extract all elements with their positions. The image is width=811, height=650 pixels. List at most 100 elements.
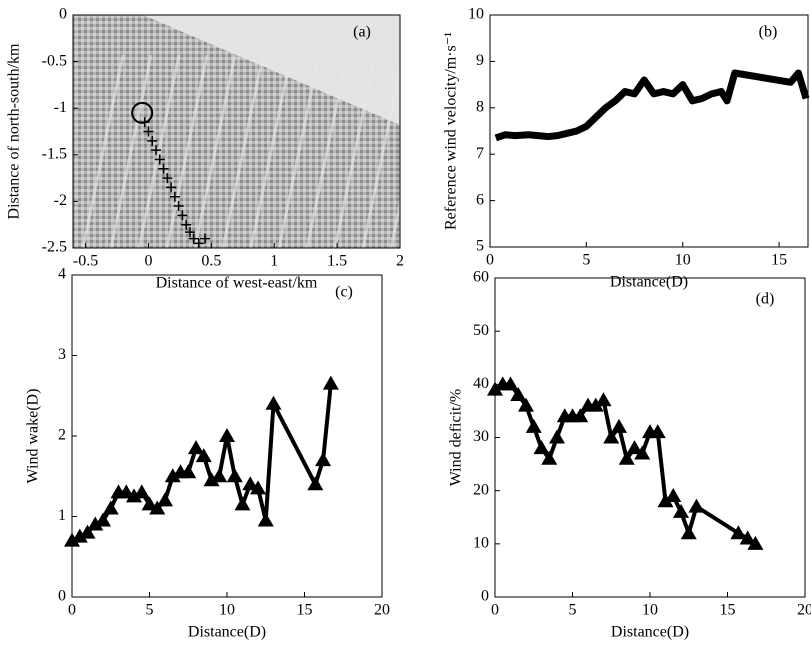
track-point <box>181 219 192 230</box>
data-point <box>71 528 88 543</box>
data-point <box>242 476 259 491</box>
data-point <box>510 386 527 401</box>
data-point <box>219 428 235 442</box>
x-tick-label: 0 <box>68 602 76 619</box>
track-point <box>162 173 173 184</box>
map-streak <box>165 54 209 248</box>
x-tick-label: 20 <box>797 602 811 619</box>
y-tick-label: -1.5 <box>42 145 67 162</box>
track-point <box>188 233 199 244</box>
y-tick-label: 1 <box>58 507 66 524</box>
data-point <box>118 484 135 499</box>
y-axis-label: Wind wake(D) <box>25 389 42 484</box>
data-point <box>572 408 589 423</box>
data-point <box>618 450 635 465</box>
track-point <box>139 117 150 128</box>
track-point <box>173 201 184 212</box>
data-point <box>315 452 332 467</box>
track-point <box>184 227 195 238</box>
map-image <box>73 15 400 248</box>
track-point <box>200 233 211 244</box>
data-point <box>250 480 266 495</box>
data-point <box>587 397 604 412</box>
x-axis-label: Distance(D) <box>610 274 688 291</box>
x-tick-label: 0 <box>486 252 494 269</box>
data-point <box>164 468 181 483</box>
data-point <box>595 392 612 407</box>
y-tick-label: 5 <box>476 238 484 255</box>
x-tick-label: 0 <box>144 253 152 270</box>
map-streak <box>389 197 400 248</box>
panel-label: (d) <box>756 291 775 308</box>
y-tick-label: 9 <box>476 52 484 69</box>
x-tick-label: 10 <box>219 602 235 619</box>
y-axis-label: Wind deficit/% <box>448 389 465 487</box>
y-tick-label: 50 <box>473 322 489 339</box>
panel: -0.5 0 0.5 1 1.5 2 0 -0.5 -1 -1.5 -2 -2.5 Distance o… <box>6 6 404 292</box>
x-tick-label: 1 <box>270 253 278 270</box>
y-tick-label: 8 <box>476 98 484 115</box>
data-point <box>739 530 756 545</box>
x-tick-label: 2 <box>396 253 404 270</box>
panel-label: (a) <box>353 24 371 41</box>
map-streak <box>333 54 377 248</box>
x-tick-label: 15 <box>720 602 736 619</box>
x-tick-label: 0.5 <box>201 253 221 270</box>
map-streak <box>109 54 153 248</box>
data-point <box>747 535 764 550</box>
track-point <box>158 163 169 174</box>
data-point <box>502 376 519 391</box>
track-point <box>169 191 180 202</box>
axes-frame <box>489 14 809 248</box>
map-streak <box>81 54 125 248</box>
data-line <box>494 69 810 142</box>
map-streak <box>277 54 321 248</box>
y-tick-label: -2 <box>54 192 67 209</box>
y-tick-label: 0 <box>481 588 489 605</box>
data-point <box>322 375 339 390</box>
data-point <box>603 429 620 444</box>
track-point <box>143 126 154 137</box>
data-point <box>626 440 643 455</box>
data-point <box>611 418 627 433</box>
data-point <box>195 448 212 463</box>
data-point <box>102 500 119 515</box>
track-point <box>177 210 188 221</box>
map-streak <box>193 54 237 248</box>
y-tick-label: 0 <box>58 588 66 605</box>
data-point <box>688 498 705 513</box>
y-tick-label: 6 <box>476 191 484 208</box>
data-point <box>64 532 80 547</box>
data-point <box>657 493 674 508</box>
panel-label: (b) <box>759 24 778 41</box>
y-tick-label: 10 <box>473 535 489 552</box>
data-point <box>79 524 96 539</box>
x-tick-label: 0 <box>491 602 499 619</box>
x-axis-label: Distance(D) <box>611 624 689 641</box>
track-point <box>154 154 165 165</box>
y-tick-label: 3 <box>58 346 66 363</box>
data-point <box>257 512 274 527</box>
track-point <box>147 135 158 146</box>
y-tick-label: 4 <box>58 266 66 283</box>
data-point <box>265 395 282 410</box>
data-point <box>157 492 173 507</box>
y-tick-label: -1 <box>54 99 67 116</box>
x-tick-label: 5 <box>146 602 154 619</box>
data-point <box>680 525 697 540</box>
data-point <box>95 512 111 527</box>
y-axis-label: Reference wind velocity/m·s⁻¹ <box>443 32 460 230</box>
data-point <box>126 488 142 503</box>
track-point <box>193 238 204 249</box>
x-tick-label: 10 <box>675 252 691 269</box>
data-point <box>533 440 550 455</box>
data-point <box>211 468 228 483</box>
y-tick-label: 20 <box>473 481 489 498</box>
map-streak <box>221 54 265 248</box>
map-streak <box>361 62 400 248</box>
data-point <box>649 424 666 439</box>
data-point <box>226 468 243 483</box>
x-tick-label: 15 <box>771 252 787 269</box>
